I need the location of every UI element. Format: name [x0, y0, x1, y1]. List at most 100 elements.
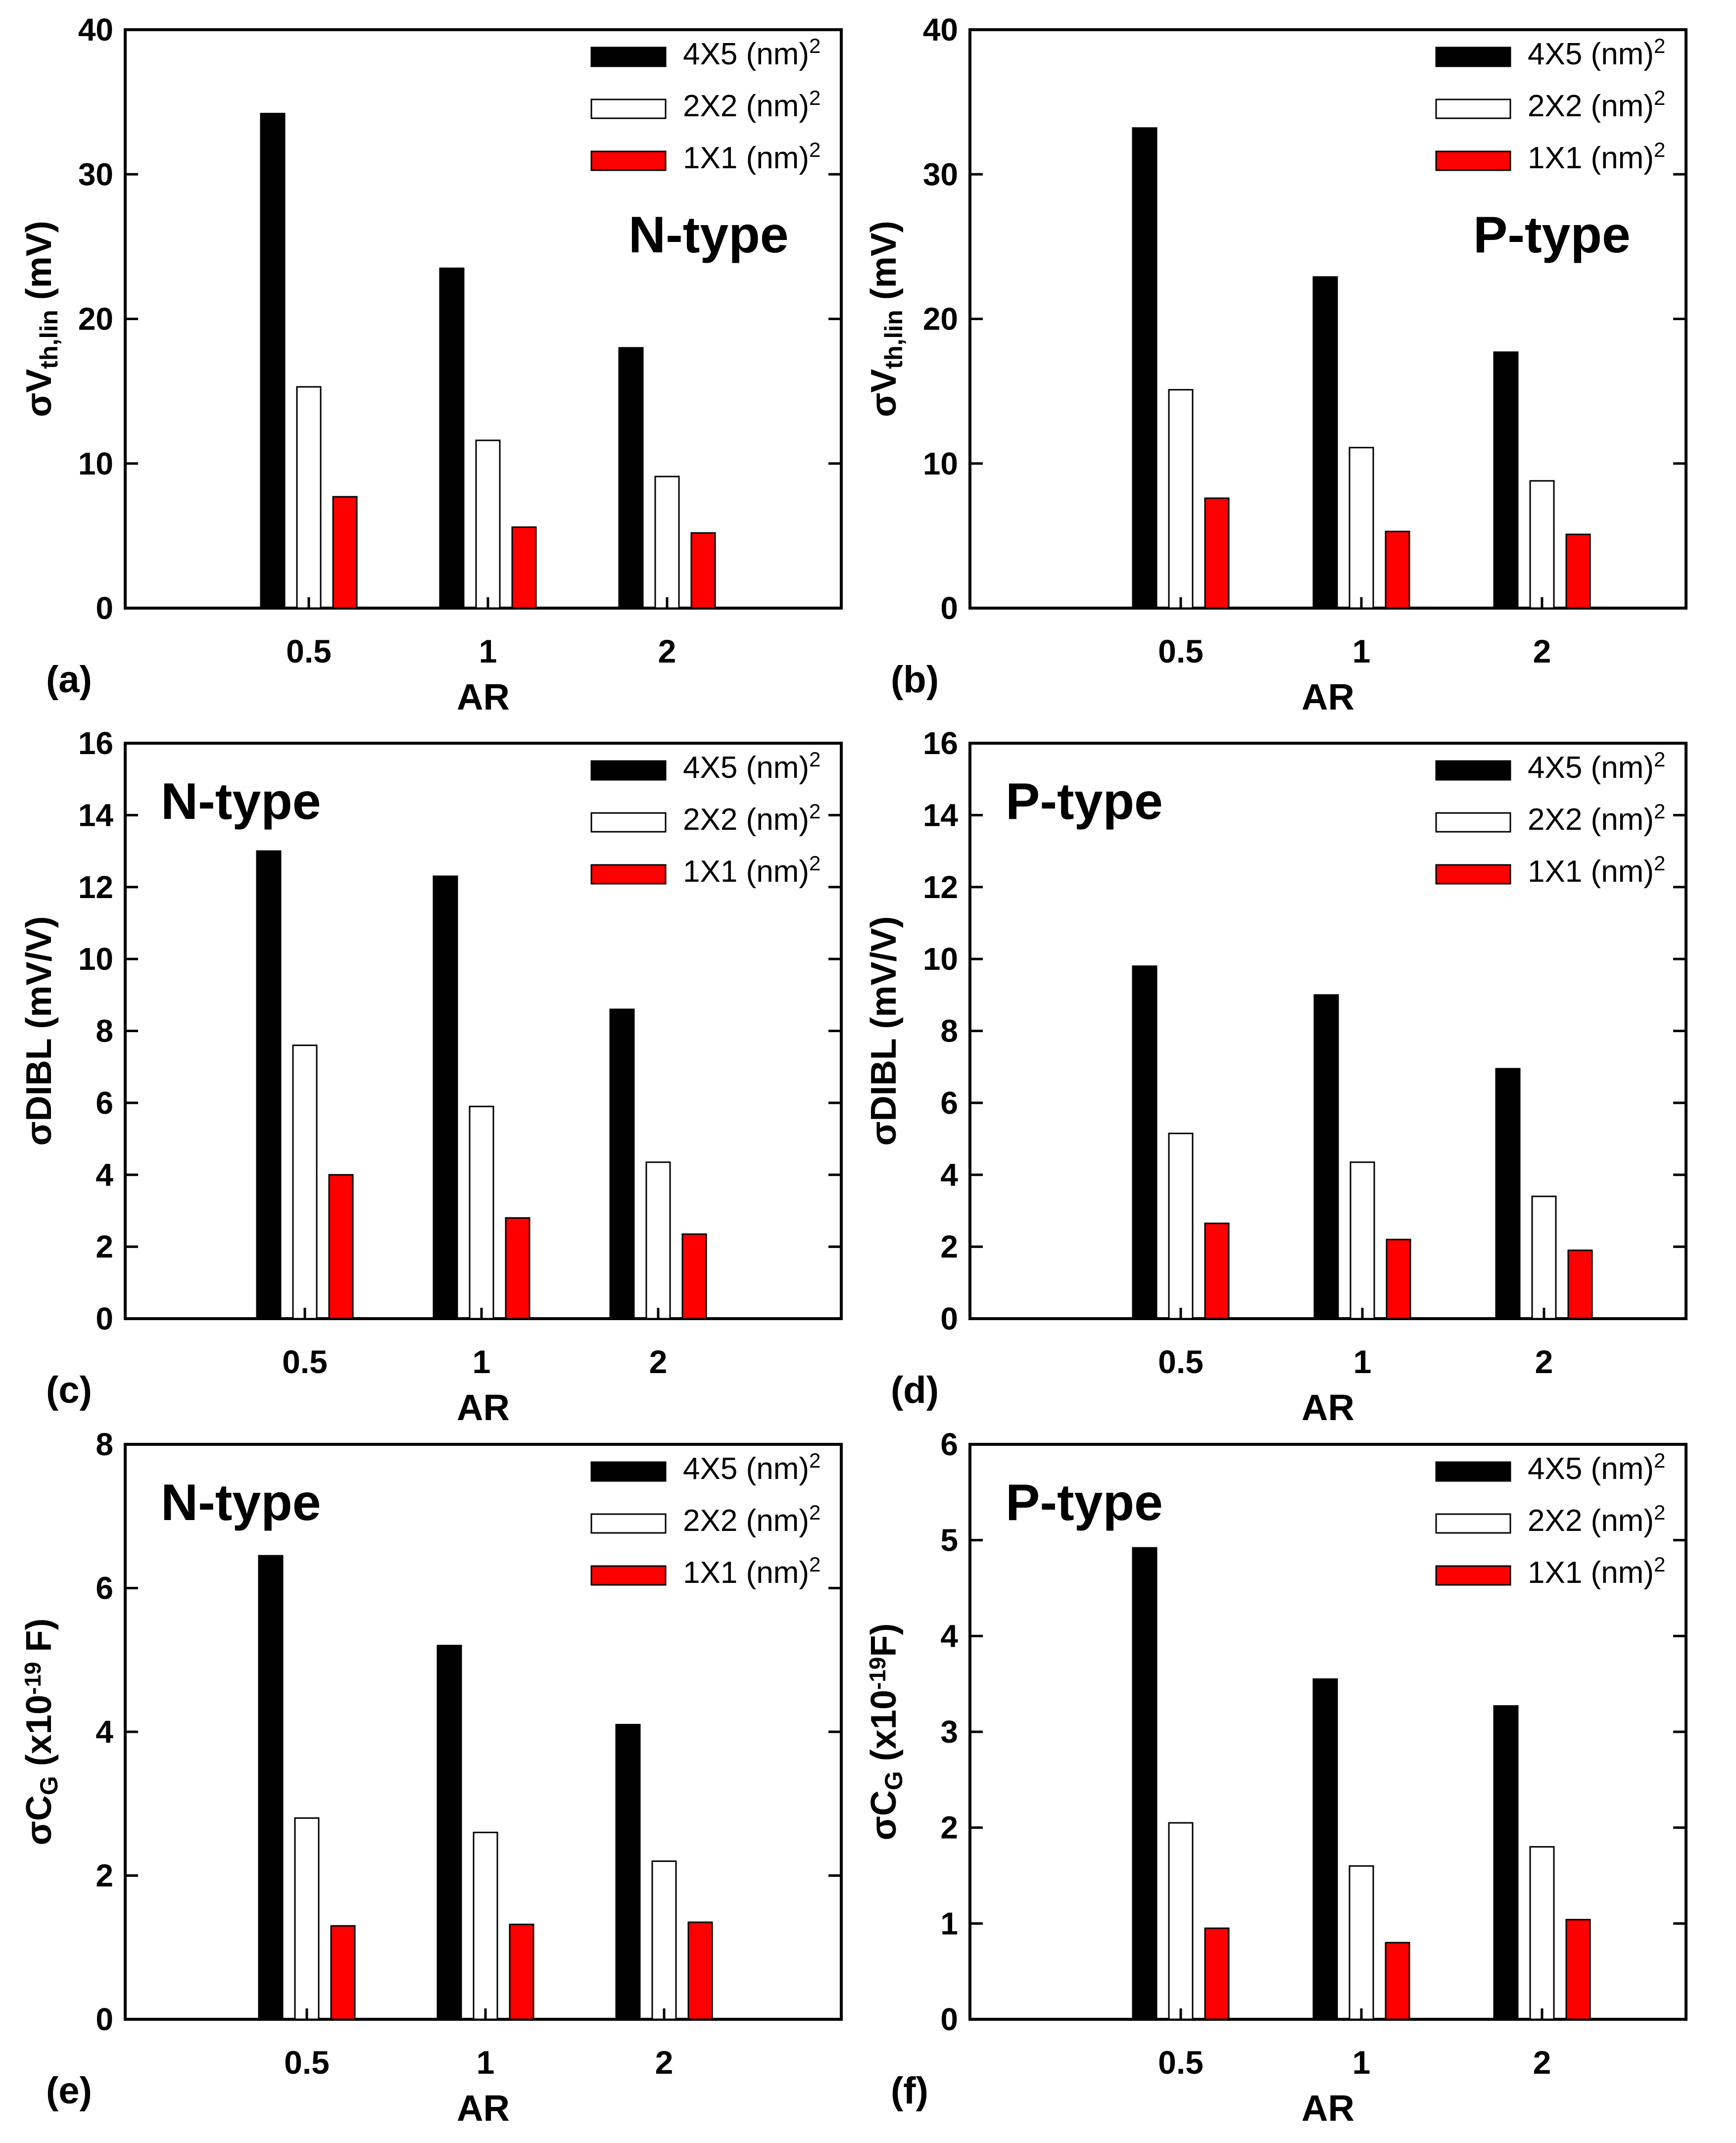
- bar: [618, 347, 644, 609]
- device-type-label: N-type: [161, 773, 321, 830]
- y-tick-label: 12: [78, 869, 113, 905]
- x-tick-label: 2: [658, 633, 676, 669]
- x-tick-label: 2: [1535, 1343, 1553, 1380]
- bar: [332, 496, 358, 609]
- panel-label: (d): [891, 1369, 939, 1411]
- bar: [1495, 1068, 1521, 1320]
- chart-panel-e: 0 2 4 6 8 0.5 1 2 AR (e) σCG (x10-19 F) 4X5 (nm)2 2X…: [19, 1427, 843, 2129]
- x-tick-label: 2: [649, 1343, 668, 1380]
- y-tick-label: 14: [78, 797, 114, 833]
- y-axis-label: σDIBL (mV/V): [864, 916, 904, 1146]
- legend-swatch: [590, 1513, 667, 1534]
- bar: [475, 439, 501, 609]
- legend-swatch: [590, 812, 667, 833]
- bar: [1531, 1195, 1557, 1320]
- x-axis-label: AR: [457, 2088, 510, 2129]
- bar: [654, 476, 680, 609]
- y-tick-label: 10: [923, 446, 958, 481]
- bar: [330, 1925, 356, 2020]
- bar: [1493, 351, 1519, 609]
- x-tick-label: 1: [1352, 633, 1371, 669]
- legend-label: 1X1 (nm)2: [683, 138, 820, 175]
- legend-label: 4X5 (nm)2: [1528, 748, 1665, 785]
- chart-panel-a: 0 10 20 30 40 0.5 1 2 AR (a) σVth,lin (mV) 4X5 (nm)…: [19, 12, 843, 717]
- y-tick-label: 0: [96, 1301, 113, 1336]
- bar: [505, 1217, 530, 1320]
- x-tick-label: 0.5: [286, 633, 332, 669]
- panel-label: (c): [46, 1369, 92, 1411]
- x-tick-label: 0.5: [1158, 633, 1204, 669]
- y-tick-label: 40: [923, 12, 958, 48]
- y-tick-label: 2: [96, 1858, 113, 1894]
- legend-swatch: [590, 1461, 667, 1482]
- y-tick-label: 10: [78, 941, 113, 977]
- y-tick-label: 12: [923, 869, 958, 905]
- bar: [1168, 1822, 1194, 2020]
- legend-swatch: [1435, 1513, 1511, 1534]
- legend-swatch: [590, 760, 667, 781]
- bar: [1313, 994, 1339, 1320]
- y-tick-label: 10: [78, 446, 113, 481]
- legend-swatch: [1435, 760, 1511, 781]
- panel-label: (a): [46, 659, 92, 701]
- device-type-label: N-type: [628, 206, 789, 264]
- x-axis-label: AR: [1302, 2088, 1354, 2129]
- x-tick-label: 1: [1353, 1343, 1372, 1380]
- x-tick-label: 0.5: [1158, 1343, 1204, 1380]
- x-tick-label: 2: [1533, 2044, 1551, 2081]
- y-tick-label: 2: [940, 1229, 958, 1265]
- bar: [1567, 1249, 1593, 1320]
- bar: [1529, 1846, 1555, 2020]
- device-type-label: P-type: [1006, 1474, 1163, 1531]
- bar: [260, 113, 286, 609]
- y-tick-label: 20: [923, 301, 958, 337]
- legend-swatch: [1435, 864, 1511, 885]
- y-tick-label: 6: [96, 1571, 113, 1606]
- x-tick-label: 1: [473, 1343, 491, 1380]
- bar: [1204, 1927, 1230, 2020]
- legend-label: 1X1 (nm)2: [1528, 1553, 1665, 1590]
- y-tick-label: 2: [96, 1229, 113, 1265]
- legend-swatch: [1435, 812, 1511, 833]
- legend-label: 1X1 (nm)2: [1528, 852, 1665, 889]
- bar: [292, 1045, 318, 1320]
- legend-swatch: [1435, 1565, 1511, 1586]
- bar: [1312, 1678, 1338, 2020]
- y-tick-label: 4: [940, 1157, 958, 1192]
- x-tick-label: 2: [1533, 633, 1551, 669]
- bar: [1565, 533, 1591, 609]
- y-tick-label: 30: [923, 156, 958, 192]
- y-tick-label: 16: [923, 725, 958, 761]
- chart-panel-f: 0 1 2 3 4 5 6 0.5 1 2 AR (f) σCG (x10-19F) 4X5 (nm)2 2…: [864, 1427, 1688, 2129]
- y-tick-label: 4: [96, 1157, 113, 1192]
- bar: [1204, 1222, 1230, 1320]
- legend-swatch: [590, 864, 667, 885]
- legend-label: 4X5 (nm)2: [683, 34, 820, 71]
- x-tick-label: 0.5: [1158, 2044, 1204, 2081]
- y-axis-label: σVth,lin (mV): [19, 221, 63, 417]
- bar: [1493, 1705, 1519, 2020]
- y-tick-label: 6: [940, 1085, 958, 1121]
- chart-panel-b: 0 10 20 30 40 0.5 1 2 AR (b) σVth,lin (mV) 4X5 (nm)…: [864, 12, 1688, 717]
- bar: [294, 1817, 320, 2020]
- y-tick-label: 6: [96, 1085, 113, 1121]
- legend-swatch: [590, 150, 667, 171]
- y-tick-label: 10: [923, 941, 958, 977]
- legend-label: 4X5 (nm)2: [683, 748, 820, 785]
- y-tick-label: 16: [78, 725, 113, 761]
- device-type-label: P-type: [1473, 206, 1631, 264]
- y-tick-label: 30: [78, 156, 113, 192]
- y-axis-label: σVth,lin (mV): [864, 221, 908, 417]
- y-tick-label: 14: [923, 797, 959, 833]
- y-tick-label: 8: [940, 1013, 958, 1049]
- x-tick-label: 0.5: [282, 1343, 328, 1380]
- y-tick-label: 4: [940, 1618, 958, 1654]
- legend-swatch: [590, 47, 667, 67]
- panel-label: (b): [891, 659, 939, 701]
- x-axis-label: AR: [1302, 1387, 1354, 1428]
- legend-label: 2X2 (nm)2: [683, 800, 820, 837]
- y-tick-label: 2: [940, 1810, 958, 1846]
- bar: [1350, 1161, 1375, 1320]
- x-tick-label: 1: [1352, 2044, 1371, 2081]
- bar: [436, 1645, 462, 2020]
